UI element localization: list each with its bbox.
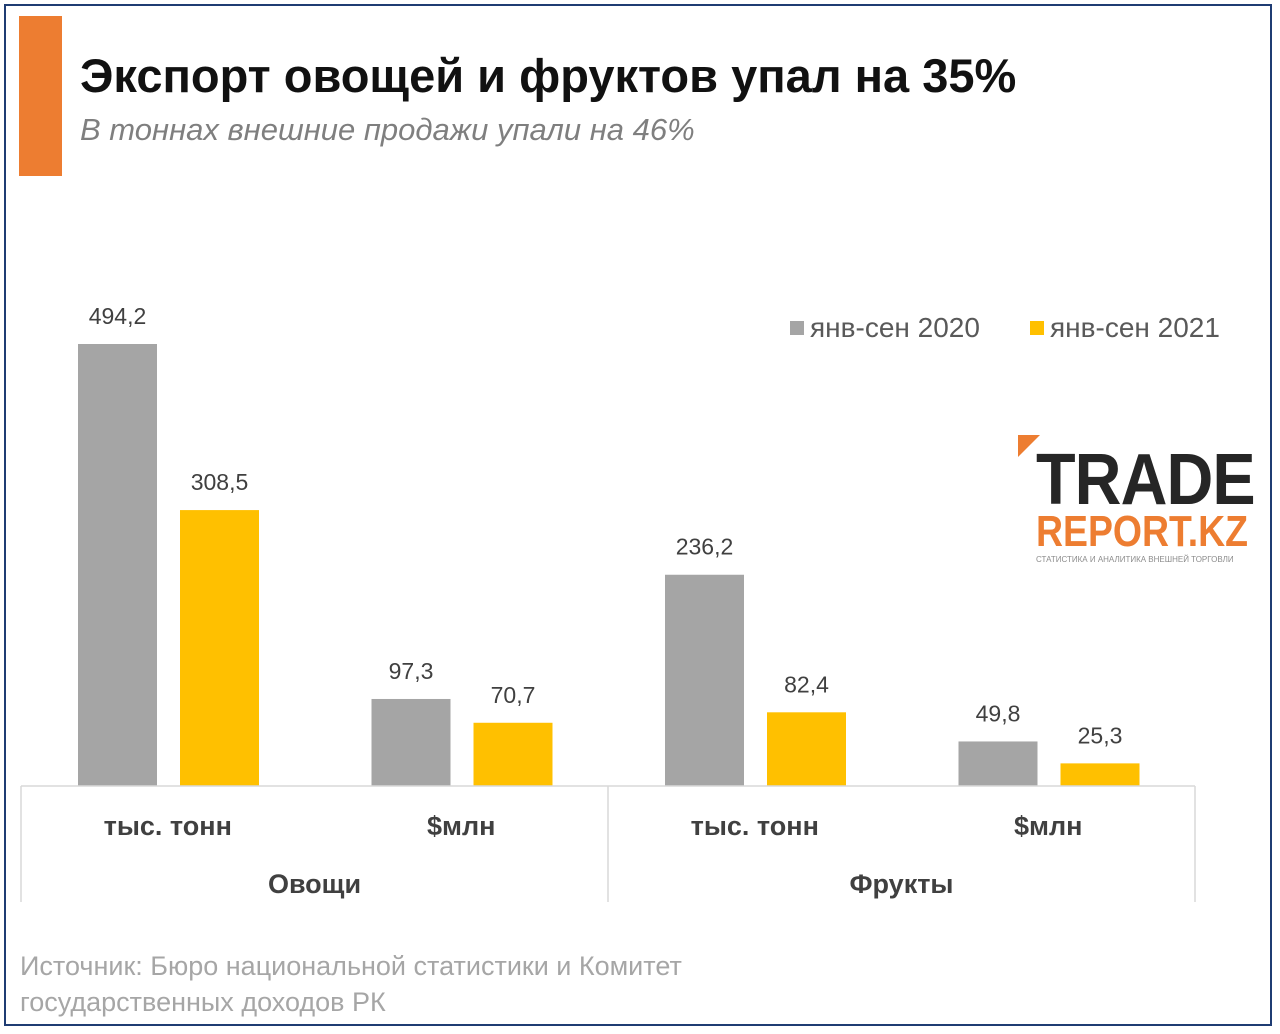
data-label-2020-3: 236,2 xyxy=(676,534,734,560)
bar-2021-4 xyxy=(1060,763,1140,786)
category-label-4: $млн xyxy=(1014,811,1082,841)
logo-line-1: TRADE xyxy=(1036,440,1256,520)
data-label-2021-3: 82,4 xyxy=(784,671,829,697)
data-label-2021-4: 25,3 xyxy=(1078,722,1123,748)
bar-2020-3 xyxy=(665,574,744,786)
category-label-1: тыс. тонн xyxy=(104,811,232,841)
data-label-2020-1: 494,2 xyxy=(89,303,147,329)
bar-2021-1 xyxy=(180,510,259,786)
tradereport-logo: TRADE REPORT.KZ СТАТИСТИКА И АНАЛИТИКА В… xyxy=(1018,435,1256,570)
category-label-3: тыс. тонн xyxy=(691,811,819,841)
legend-swatch-2021 xyxy=(1030,320,1044,335)
source-line-2: государственных доходов РК xyxy=(20,987,386,1017)
bar-2021-2 xyxy=(473,722,553,786)
bar-2020-4 xyxy=(958,741,1038,786)
chart-subtitle: В тоннах внешние продажи упали на 46% xyxy=(80,112,695,147)
category-label-2: $млн xyxy=(427,811,495,841)
logo-tagline: СТАТИСТИКА И АНАЛИТИКА ВНЕШНЕЙ ТОРГОВЛИ xyxy=(1036,555,1234,564)
data-label-2021-1: 308,5 xyxy=(191,469,249,495)
group-label-2: Фрукты xyxy=(850,869,954,899)
legend-label-2020: янв-сен 2020 xyxy=(810,312,980,343)
legend-label-2021: янв-сен 2021 xyxy=(1050,312,1220,343)
chart-title: Экспорт овощей и фруктов упал на 35% xyxy=(80,49,1017,102)
logo-line-2: REPORT.KZ xyxy=(1036,507,1248,556)
source-line-1: Источник: Бюро национальной статистики и… xyxy=(20,951,682,981)
data-label-2020-2: 97,3 xyxy=(389,658,434,684)
bar-2020-2 xyxy=(371,698,451,786)
legend-item-2021: янв-сен 2021 xyxy=(1030,312,1220,344)
source-note: Источник: Бюро национальной статистики и… xyxy=(20,948,920,1020)
title-accent-bar xyxy=(19,16,62,176)
data-label-2020-4: 49,8 xyxy=(976,700,1021,726)
bar-2021-3 xyxy=(767,712,846,786)
logo-corner-mark xyxy=(1018,435,1040,457)
legend-swatch-2020 xyxy=(790,320,804,335)
legend-item-2020: янв-сен 2020 xyxy=(790,312,980,344)
data-label-2021-2: 70,7 xyxy=(491,682,536,708)
group-label-1: Овощи xyxy=(268,869,361,899)
bar-2020-1 xyxy=(78,344,157,786)
